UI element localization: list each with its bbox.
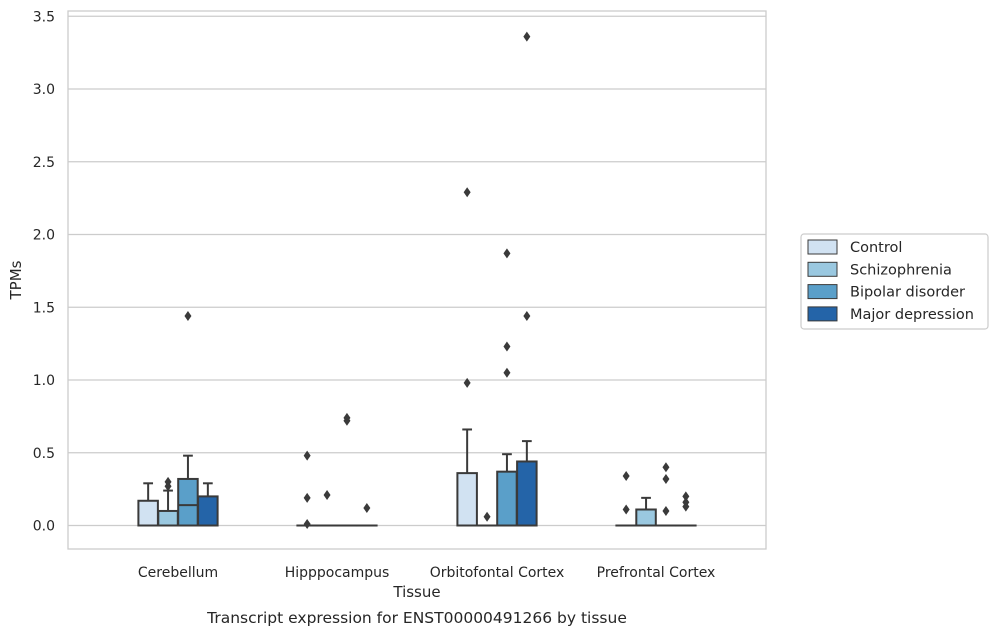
legend-item: Major depression [807, 306, 974, 323]
outlier-point [184, 310, 192, 321]
box-control [296, 450, 318, 530]
legend-label: Major depression [850, 307, 974, 323]
box [157, 509, 179, 527]
box-schizophrenia [316, 489, 338, 527]
y-tick-label: 0.5 [33, 446, 55, 462]
y-tick-label: 0.0 [33, 519, 55, 535]
y-axis-ticks: 0.0 0.5 1.0 1.5 2.0 2.5 3.0 3.5 [33, 9, 55, 534]
legend-frame [800, 233, 989, 330]
outlier-point [164, 476, 172, 487]
box-groups [137, 31, 697, 530]
box [177, 477, 199, 527]
outlier-point [662, 505, 670, 516]
outlier-point [303, 450, 311, 461]
box-major-depression [197, 482, 219, 527]
outlier-point [323, 489, 331, 500]
box [137, 499, 159, 527]
legend-item: Control [807, 239, 902, 256]
box-schizophrenia [157, 476, 179, 527]
outlier-point [523, 310, 531, 321]
legend-swatch [807, 306, 838, 322]
x-axis-ticks: Cerebellum Hipppocampus Orbitofontal Corte… [138, 565, 715, 581]
outlier-point [503, 367, 511, 378]
legend-item: Bipolar disorder [807, 284, 965, 301]
outlier-point [682, 491, 690, 502]
box-bipolar-disorder [336, 412, 358, 527]
outlier-point [363, 503, 371, 514]
outlier-point [662, 462, 670, 473]
legend: Control Schizophrenia Bipolar disorder Majo… [800, 233, 989, 330]
box [635, 508, 657, 527]
outlier-point [682, 497, 690, 508]
box-major-depression [675, 491, 697, 527]
x-tick-label: Cerebellum [138, 565, 218, 581]
x-tick-label: Hipppocampus [285, 565, 390, 581]
outlier-point [463, 187, 471, 198]
outlier-point [503, 248, 511, 259]
box [496, 470, 518, 527]
legend-swatch [807, 239, 838, 255]
box-schizophrenia [476, 511, 498, 527]
x-tick-label: Prefrontal Cortex [597, 565, 716, 581]
legend-swatch [807, 261, 838, 277]
outlier-point [503, 341, 511, 352]
box-bipolar-disorder [177, 310, 199, 527]
legend-label: Control [850, 240, 902, 256]
box-major-depression [516, 31, 538, 527]
outlier-point [662, 473, 670, 484]
legend-swatch [807, 284, 838, 300]
outlier-point [303, 519, 311, 530]
chart-caption: Transcript expression for ENST0000049126… [206, 609, 627, 627]
outlier-point [622, 504, 630, 515]
y-tick-label: 2.5 [33, 155, 55, 171]
plot-area-border [67, 10, 767, 550]
grid-lines [68, 15, 766, 527]
legend-item: Schizophrenia [807, 261, 952, 278]
outlier-point [303, 492, 311, 503]
box-schizophrenia [635, 496, 657, 527]
x-axis-title: Tissue [392, 583, 440, 601]
y-tick-label: 1.5 [33, 300, 55, 316]
box-control [456, 187, 478, 527]
y-axis-title: TPMs [7, 260, 25, 300]
y-tick-label: 3.0 [33, 82, 55, 98]
y-tick-label: 2.0 [33, 228, 55, 244]
box-major-depression [356, 503, 378, 527]
x-tick-label: Orbitofontal Cortex [430, 565, 565, 581]
outlier-point [622, 471, 630, 482]
outlier-point [523, 31, 531, 42]
box [197, 495, 219, 527]
outlier-point [343, 412, 351, 423]
box-control [615, 471, 637, 527]
box-control [137, 482, 159, 527]
legend-label: Bipolar disorder [850, 285, 965, 301]
box [456, 472, 478, 527]
box-bipolar-disorder [655, 462, 677, 527]
box-bipolar-disorder [496, 248, 518, 527]
legend-label: Schizophrenia [850, 262, 952, 278]
box [516, 460, 538, 527]
outlier-point [483, 511, 491, 522]
y-tick-label: 1.0 [33, 373, 55, 389]
y-tick-label: 3.5 [33, 9, 55, 25]
outlier-point [463, 377, 471, 388]
